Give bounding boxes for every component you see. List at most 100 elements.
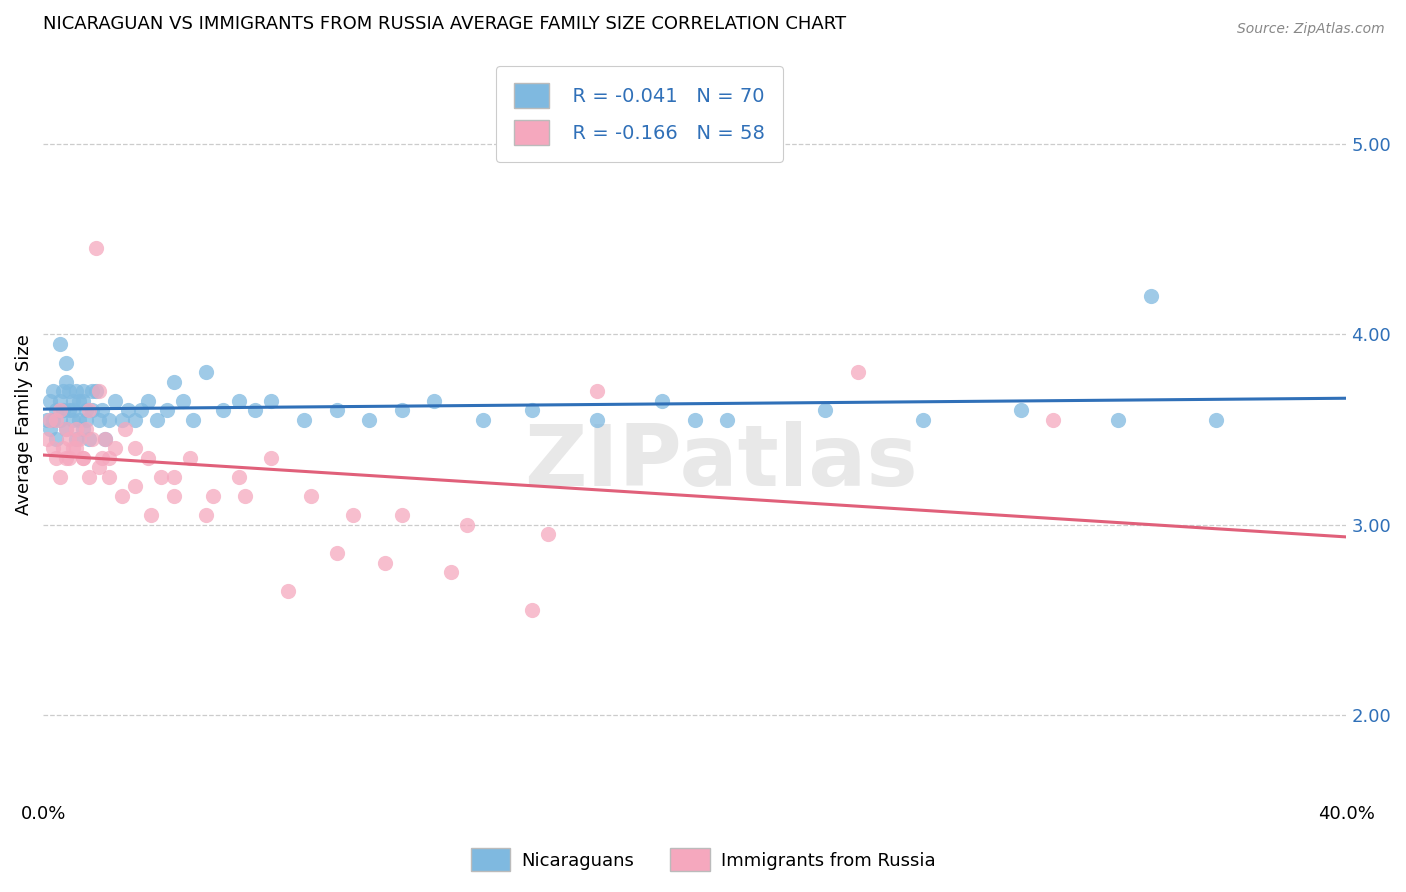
- Point: [163, 375, 186, 389]
- Point: [228, 393, 250, 408]
- Point: [72, 393, 94, 408]
- Legend: Nicaraguans, Immigrants from Russia: Nicaraguans, Immigrants from Russia: [464, 841, 942, 879]
- Point: [1205, 413, 1227, 427]
- Point: [45, 413, 67, 427]
- Text: NICARAGUAN VS IMMIGRANTS FROM RUSSIA AVERAGE FAMILY SIZE CORRELATION CHART: NICARAGUAN VS IMMIGRANTS FROM RUSSIA AVE…: [44, 15, 846, 33]
- Point: [292, 413, 315, 427]
- Text: Source: ZipAtlas.com: Source: ZipAtlas.com: [1237, 22, 1385, 37]
- Point: [104, 393, 127, 408]
- Point: [1042, 413, 1064, 427]
- Point: [439, 565, 461, 579]
- Point: [1010, 403, 1032, 417]
- Point: [72, 422, 94, 436]
- Point: [235, 489, 257, 503]
- Point: [195, 508, 218, 522]
- Point: [52, 442, 75, 456]
- Point: [72, 450, 94, 465]
- Point: [48, 336, 70, 351]
- Point: [58, 432, 80, 446]
- Point: [75, 403, 97, 417]
- Point: [391, 508, 413, 522]
- Point: [45, 432, 67, 446]
- Point: [149, 470, 172, 484]
- Point: [35, 432, 58, 446]
- Point: [156, 403, 179, 417]
- Legend:   R = -0.041   N = 70,   R = -0.166   N = 58: R = -0.041 N = 70, R = -0.166 N = 58: [496, 66, 783, 162]
- Point: [72, 384, 94, 399]
- Point: [136, 393, 159, 408]
- Point: [456, 517, 478, 532]
- Point: [163, 470, 186, 484]
- Point: [243, 403, 266, 417]
- Point: [299, 489, 322, 503]
- Point: [75, 413, 97, 427]
- Point: [163, 489, 186, 503]
- Point: [260, 393, 283, 408]
- Point: [72, 450, 94, 465]
- Point: [716, 413, 738, 427]
- Point: [67, 413, 90, 427]
- Point: [84, 384, 107, 399]
- Point: [45, 403, 67, 417]
- Point: [62, 403, 84, 417]
- Point: [65, 422, 87, 436]
- Point: [94, 432, 117, 446]
- Point: [52, 384, 75, 399]
- Point: [97, 413, 120, 427]
- Point: [124, 479, 146, 493]
- Point: [67, 432, 90, 446]
- Point: [94, 432, 117, 446]
- Point: [110, 489, 132, 503]
- Point: [1107, 413, 1129, 427]
- Point: [114, 422, 136, 436]
- Point: [472, 413, 495, 427]
- Point: [58, 450, 80, 465]
- Text: ZIPatlas: ZIPatlas: [524, 421, 918, 504]
- Point: [586, 413, 609, 427]
- Point: [260, 450, 283, 465]
- Point: [55, 450, 77, 465]
- Point: [846, 365, 869, 379]
- Point: [201, 489, 224, 503]
- Point: [65, 442, 87, 456]
- Point: [814, 403, 837, 417]
- Y-axis label: Average Family Size: Average Family Size: [15, 334, 32, 515]
- Point: [35, 413, 58, 427]
- Point: [55, 422, 77, 436]
- Point: [211, 403, 233, 417]
- Point: [55, 356, 77, 370]
- Point: [97, 450, 120, 465]
- Point: [67, 393, 90, 408]
- Point: [82, 384, 104, 399]
- Point: [586, 384, 609, 399]
- Point: [423, 393, 446, 408]
- Point: [77, 432, 100, 446]
- Point: [82, 403, 104, 417]
- Point: [104, 442, 127, 456]
- Point: [65, 432, 87, 446]
- Point: [75, 422, 97, 436]
- Point: [124, 442, 146, 456]
- Point: [277, 584, 299, 599]
- Point: [42, 413, 65, 427]
- Point: [136, 450, 159, 465]
- Point: [87, 384, 110, 399]
- Point: [87, 413, 110, 427]
- Point: [62, 442, 84, 456]
- Point: [91, 403, 114, 417]
- Point: [228, 470, 250, 484]
- Point: [48, 413, 70, 427]
- Point: [342, 508, 364, 522]
- Point: [173, 393, 195, 408]
- Point: [391, 403, 413, 417]
- Point: [48, 403, 70, 417]
- Point: [1140, 289, 1163, 303]
- Point: [82, 432, 104, 446]
- Point: [97, 470, 120, 484]
- Point: [325, 546, 347, 560]
- Point: [48, 393, 70, 408]
- Point: [62, 413, 84, 427]
- Point: [359, 413, 381, 427]
- Point: [55, 422, 77, 436]
- Point: [325, 403, 347, 417]
